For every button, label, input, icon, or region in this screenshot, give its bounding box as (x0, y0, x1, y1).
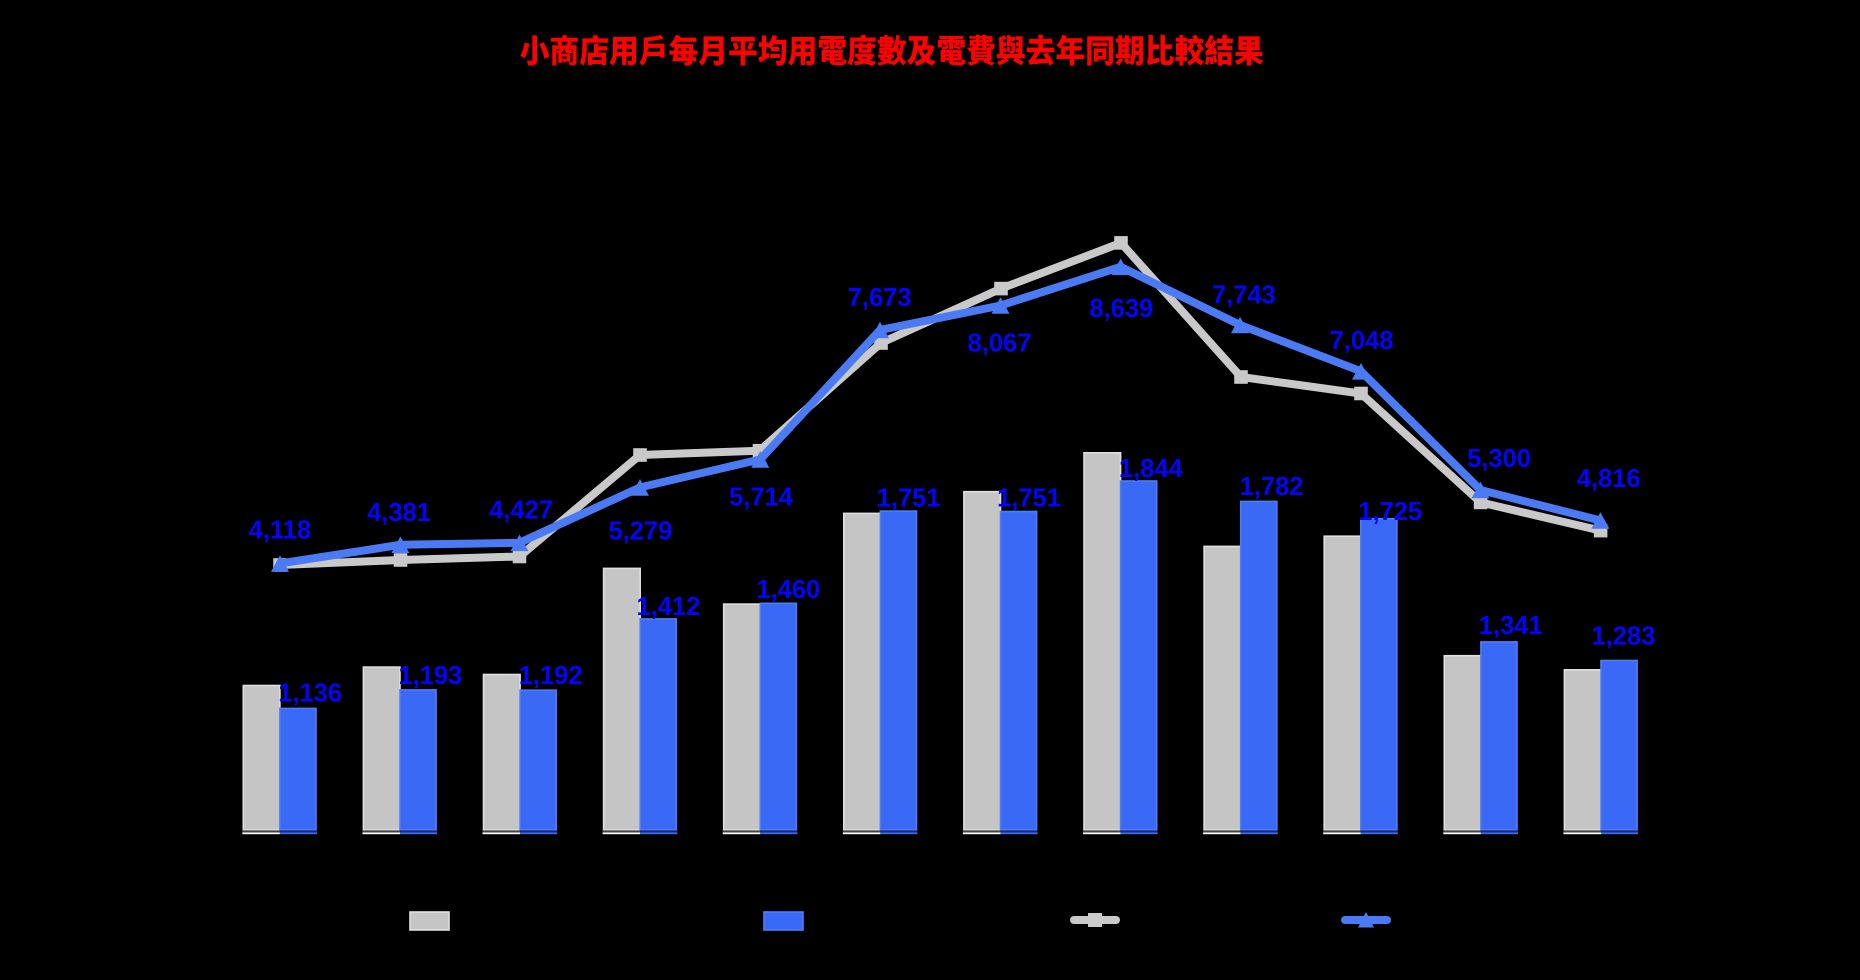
svg-text:1,193: 1,193 (398, 662, 462, 690)
svg-text:4,381: 4,381 (367, 499, 431, 527)
svg-text:7,743: 7,743 (1212, 281, 1276, 309)
svg-text:4,427: 4,427 (489, 497, 553, 525)
svg-text:1,725: 1,725 (1358, 498, 1422, 526)
svg-text:1,460: 1,460 (756, 576, 820, 604)
svg-text:8,067: 8,067 (968, 330, 1032, 358)
svg-text:1,412: 1,412 (636, 593, 700, 621)
svg-text:1,283: 1,283 (1591, 623, 1655, 651)
svg-text:1,782: 1,782 (1240, 473, 1304, 501)
svg-text:5,279: 5,279 (608, 518, 672, 546)
svg-text:1,844: 1,844 (1119, 455, 1184, 483)
svg-text:4,118: 4,118 (249, 516, 311, 544)
svg-text:1,136: 1,136 (278, 680, 342, 708)
svg-text:4,816: 4,816 (1577, 465, 1641, 493)
svg-text:5,300: 5,300 (1467, 445, 1531, 473)
svg-text:1,341: 1,341 (1479, 612, 1543, 640)
svg-text:8,639: 8,639 (1089, 295, 1153, 323)
svg-text:1,192: 1,192 (519, 662, 583, 690)
svg-text:1,751: 1,751 (877, 484, 941, 512)
svg-text:7,048: 7,048 (1330, 327, 1394, 355)
svg-text:7,673: 7,673 (848, 284, 912, 312)
svg-text:1,751: 1,751 (997, 484, 1061, 512)
svg-text:5,714: 5,714 (729, 483, 794, 511)
